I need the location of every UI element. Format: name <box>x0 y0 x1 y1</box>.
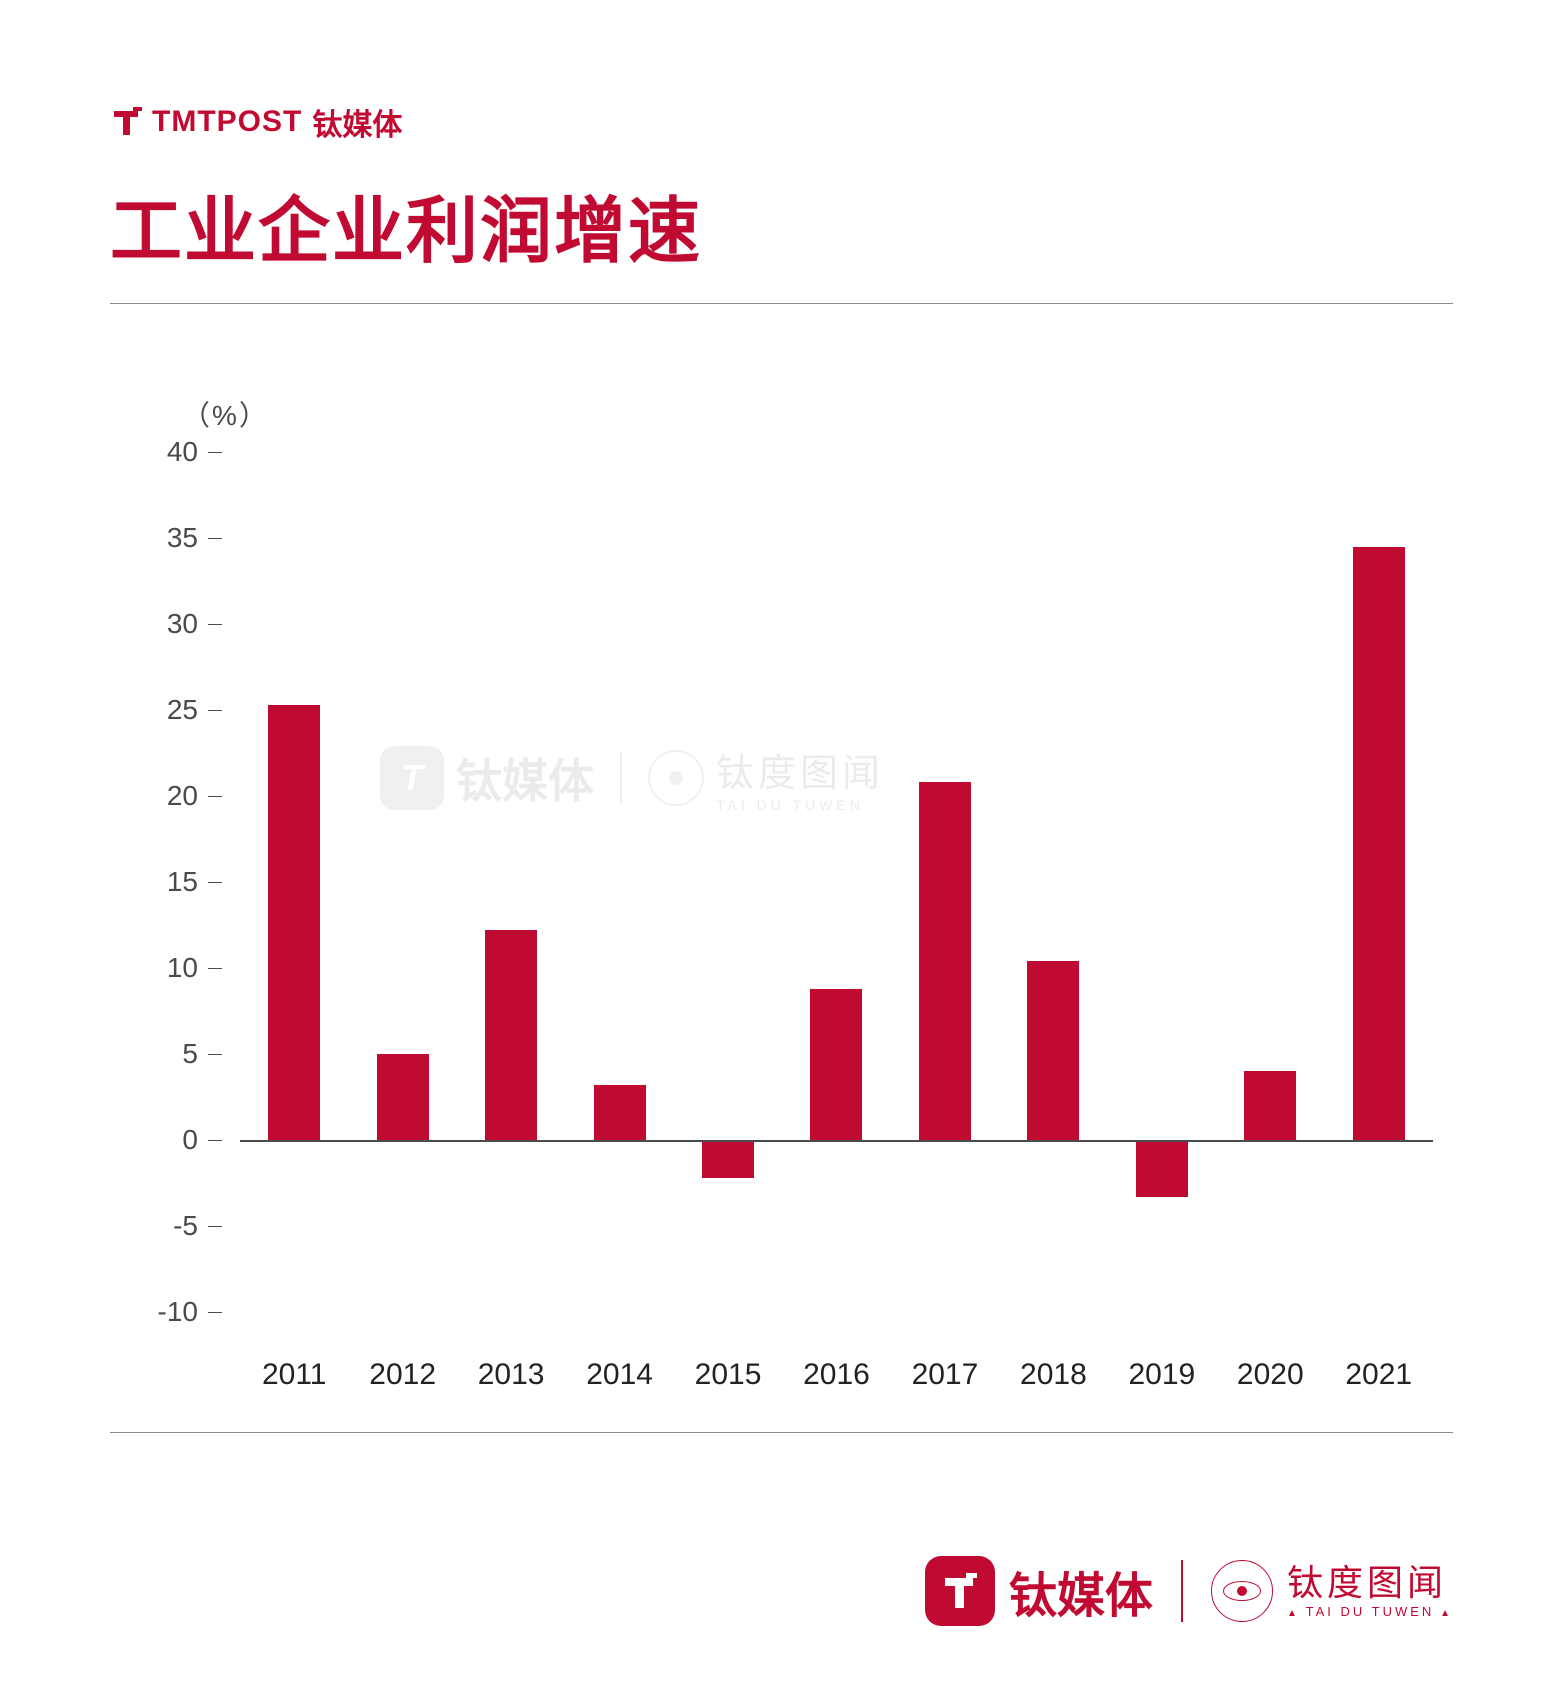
footer-left-text: 钛媒体 <box>1009 1556 1153 1626</box>
x-axis-label: 2016 <box>782 1358 890 1392</box>
y-tick: 5 <box>142 1038 222 1070</box>
x-axis-label: 2021 <box>1325 1358 1433 1392</box>
y-tick-label: 30 <box>142 608 198 640</box>
chart-container: （%） 4035302520151050-5-10 T 钛媒体 钛度图闻 TAI… <box>110 394 1453 1312</box>
bottom-divider <box>110 1432 1453 1433</box>
y-tick-label: 20 <box>142 780 198 812</box>
y-tick-label: 10 <box>142 952 198 984</box>
x-axis-label: 2013 <box>457 1358 565 1392</box>
y-tick-label: 5 <box>142 1038 198 1070</box>
bar-slot <box>1216 452 1324 1312</box>
y-tick: 25 <box>142 694 222 726</box>
y-tick-mark <box>208 882 222 883</box>
bar-slot <box>1108 452 1216 1312</box>
bar <box>810 989 862 1140</box>
bar-slot <box>1325 452 1433 1312</box>
y-axis-unit: （%） <box>182 394 1453 434</box>
y-tick: -5 <box>142 1210 222 1242</box>
x-axis-label: 2020 <box>1216 1358 1324 1392</box>
x-axis-label: 2015 <box>674 1358 782 1392</box>
y-tick-label: 0 <box>142 1124 198 1156</box>
y-tick: 0 <box>142 1124 222 1156</box>
brand-logo-text: TMTPOST <box>152 105 302 139</box>
y-tick-label: 15 <box>142 866 198 898</box>
x-axis-label: 2019 <box>1108 1358 1216 1392</box>
footer-logo-icon <box>925 1556 995 1626</box>
y-tick: 15 <box>142 866 222 898</box>
y-tick-label: -5 <box>142 1210 198 1242</box>
y-axis: 4035302520151050-5-10 <box>140 452 240 1312</box>
y-tick-mark <box>208 710 222 711</box>
bar <box>268 705 320 1140</box>
y-tick-mark <box>208 624 222 625</box>
footer-right-en: TAI DU TUWEN <box>1287 1605 1453 1619</box>
bar-slot <box>348 452 456 1312</box>
y-tick: 20 <box>142 780 222 812</box>
bar <box>1244 1071 1296 1140</box>
footer-right-cn: 钛度图闻 <box>1287 1563 1453 1603</box>
y-tick-mark <box>208 1054 222 1055</box>
y-tick: -10 <box>142 1296 222 1328</box>
bar <box>485 930 537 1140</box>
bar <box>594 1085 646 1140</box>
chart-title: 工业企业利润增速 <box>110 172 1453 304</box>
footer-brand: 钛媒体 钛度图闻 TAI DU TUWEN <box>925 1556 1453 1626</box>
x-axis-label: 2018 <box>999 1358 1107 1392</box>
bar-slot <box>457 452 565 1312</box>
bar <box>1027 961 1079 1140</box>
plot-region: T 钛媒体 钛度图闻 TAI DU TUWEN <box>240 452 1433 1312</box>
brand-header: TMTPOST 钛媒体 <box>110 100 1453 144</box>
bar <box>1136 1140 1188 1197</box>
y-tick-label: -10 <box>142 1296 198 1328</box>
bar-slot <box>782 452 890 1312</box>
y-tick-mark <box>208 1312 222 1313</box>
y-tick: 10 <box>142 952 222 984</box>
brand-logo-icon <box>110 105 144 139</box>
bar-slot <box>674 452 782 1312</box>
bar <box>1353 547 1405 1140</box>
y-tick-label: 35 <box>142 522 198 554</box>
brand-logo-cn: 钛媒体 <box>312 100 402 144</box>
y-tick-mark <box>208 796 222 797</box>
y-tick-mark <box>208 1226 222 1227</box>
bar-slot <box>565 452 673 1312</box>
y-tick-label: 40 <box>142 436 198 468</box>
x-axis-label: 2017 <box>891 1358 999 1392</box>
bar-slot <box>891 452 999 1312</box>
y-tick-mark <box>208 452 222 453</box>
bar <box>919 782 971 1140</box>
footer-eye-icon <box>1211 1560 1273 1622</box>
y-tick: 30 <box>142 608 222 640</box>
chart-plot-area: 4035302520151050-5-10 T 钛媒体 钛度图闻 TAI DU … <box>140 452 1453 1312</box>
y-tick-mark <box>208 538 222 539</box>
x-axis-label: 2014 <box>565 1358 673 1392</box>
bar <box>377 1054 429 1140</box>
y-tick-label: 25 <box>142 694 198 726</box>
y-tick: 40 <box>142 436 222 468</box>
y-tick: 35 <box>142 522 222 554</box>
footer-separator <box>1181 1560 1183 1622</box>
bars-group <box>240 452 1433 1312</box>
x-axis-label: 2012 <box>348 1358 456 1392</box>
x-axis-label: 2011 <box>240 1358 348 1392</box>
bar-slot <box>240 452 348 1312</box>
bar-slot <box>999 452 1107 1312</box>
x-axis-labels: 2011201220132014201520162017201820192020… <box>240 1358 1433 1392</box>
y-tick-mark <box>208 1140 222 1141</box>
zero-axis-line <box>240 1140 1433 1142</box>
y-tick-mark <box>208 968 222 969</box>
bar <box>702 1140 754 1178</box>
